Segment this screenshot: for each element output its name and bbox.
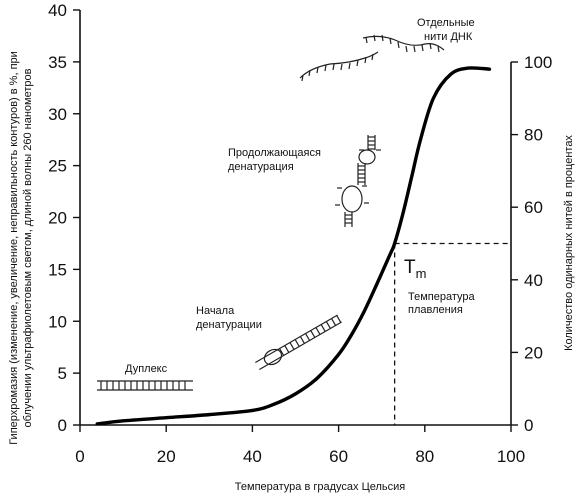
start-denaturation-label-1: Начала [196, 305, 235, 317]
left-axis-title-line-2: облучении ультрафиолетовым светом, длино… [22, 68, 34, 427]
tm-label-sub: m [416, 266, 427, 281]
melting-temp-label-2: плавления [408, 304, 463, 316]
y-ticks-right: 0 20 40 60 80 100 [511, 53, 552, 435]
y-right-tick-label: 60 [524, 198, 543, 217]
y-right-tick-label: 80 [524, 126, 543, 145]
y-left-tick-label: 10 [48, 312, 67, 331]
x-tick-label: 80 [415, 447, 434, 466]
y-right-tick-label: 100 [524, 53, 552, 72]
duplex-dna-icon [97, 380, 193, 391]
left-axis-title-line-1: Гиперхромазия (изменение, увеличение, не… [8, 51, 20, 445]
y-left-tick-label: 0 [58, 416, 67, 435]
x-tick-label: 100 [497, 447, 525, 466]
y-right-tick-label: 20 [524, 343, 543, 362]
right-axis-title: Количество одинарных нитей в процентах [563, 135, 575, 351]
right-axis-title-text: Количество одинарных нитей в процентах [563, 135, 575, 351]
x-tick-label: 40 [243, 447, 262, 466]
x-tick-label: 0 [75, 447, 84, 466]
y-right-tick-label: 40 [524, 271, 543, 290]
continuing-denaturation-label-1: Продолжающаяся [228, 147, 321, 159]
y-ticks-left: 0 5 10 15 20 25 30 35 40 [48, 1, 80, 435]
partial-denaturation-dna-icon [255, 314, 342, 370]
y-left-tick-label: 5 [58, 364, 67, 383]
start-denaturation-label-2: денатурации [196, 319, 262, 331]
x-axis-title: Температура в градусах Цельсия [235, 481, 405, 493]
melting-curve-line [95, 66, 492, 426]
left-axis-title: Гиперхромазия (изменение, увеличение, не… [8, 51, 34, 445]
y-left-tick-label: 15 [48, 260, 67, 279]
continuing-denaturation-label-2: денатурация [228, 161, 294, 173]
y-right-tick-label: 0 [524, 416, 533, 435]
y-left-tick-label: 30 [48, 105, 67, 124]
x-ticks: 0 20 40 60 80 100 [75, 425, 525, 466]
continuing-denaturation-dna-icon [335, 135, 381, 227]
y-left-tick-label: 35 [48, 53, 67, 72]
separate-strands-icon [299, 34, 445, 82]
y-left-tick-label: 25 [48, 157, 67, 176]
y-left-tick-label: 40 [48, 1, 67, 20]
x-tick-label: 20 [157, 447, 176, 466]
melting-temp-label-1: Температура [408, 291, 476, 303]
y-left-tick-label: 20 [48, 209, 67, 228]
separate-strands-label-2: нити ДНК [424, 31, 473, 43]
tm-label-main: T [404, 257, 416, 278]
tm-marker [393, 242, 511, 425]
separate-strands-label-1: Отдельные [417, 17, 475, 29]
duplex-label: Дуплекс [125, 363, 168, 375]
tm-label: Tm [404, 257, 426, 281]
x-tick-label: 60 [329, 447, 348, 466]
